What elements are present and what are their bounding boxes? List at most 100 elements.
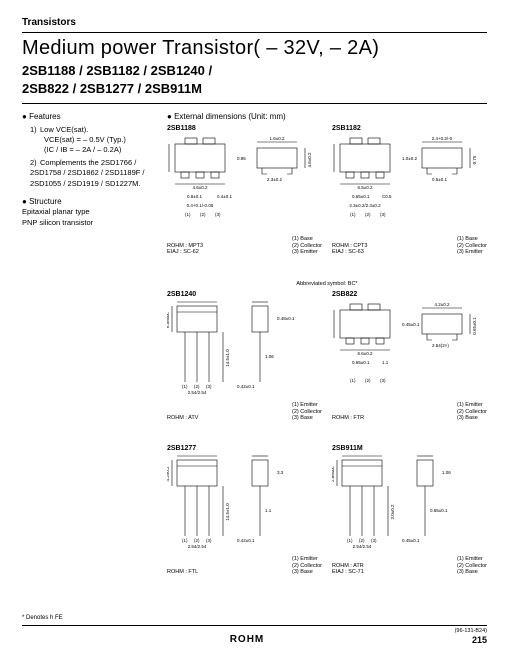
svg-text:(3): (3)	[380, 378, 386, 383]
svg-text:6.5Max.: 6.5Max.	[167, 312, 170, 328]
svg-text:0.65±0.1: 0.65±0.1	[352, 194, 370, 199]
package-drawing: 6.5±0.2 3.6±0.2 2.4+0.2/-0 0.75 0.65±0.1…	[332, 134, 487, 234]
package-meta: ROHM : CPT3EIAJ : SC-63 (1) Base(2) Colle…	[332, 236, 487, 256]
package-codes: ROHM : FTR	[332, 415, 364, 422]
package-drawing: 5.0Max. 6.5Max. 2.54 14.5±1.0 0.48±0.1 1…	[167, 300, 322, 400]
parts-line2: 2SB822 / 2SB1277 / 2SB911M	[22, 81, 202, 96]
pin-list: (1) Emitter(2) Collector(3) Base	[457, 556, 487, 576]
svg-text:(2): (2)	[365, 212, 371, 217]
svg-text:0.48±0.1: 0.48±0.1	[277, 316, 295, 321]
package-codes: ROHM : ATV	[167, 415, 198, 422]
package-name: 2SB1188	[167, 125, 322, 132]
part-numbers: 2SB1188 / 2SB1182 / 2SB1240 / 2SB822 / 2…	[22, 62, 487, 97]
svg-text:2.54(2×): 2.54(2×)	[432, 343, 449, 348]
package-meta: ROHM : MPT3EIAJ : SC-62(1) Base(2) Colle…	[167, 236, 322, 256]
package-name: 2SB911M	[332, 445, 487, 452]
svg-text:0.65±0.1: 0.65±0.1	[352, 360, 370, 365]
svg-text:(2): (2)	[194, 538, 200, 543]
pin-list: (1) Emitter(2) Collector(3) Base	[457, 402, 487, 422]
svg-text:0.65±0.1: 0.65±0.1	[472, 317, 477, 335]
svg-text:3.6±0.2: 3.6±0.2	[332, 152, 333, 167]
svg-text:(3): (3)	[371, 538, 377, 543]
structure-heading: Structure	[22, 197, 157, 208]
svg-text:6.6±0.2: 6.6±0.2	[358, 351, 373, 356]
svg-text:1.06: 1.06	[265, 354, 274, 359]
svg-text:(2): (2)	[365, 378, 371, 383]
svg-text:(3): (3)	[206, 384, 212, 389]
package-codes: ROHM : CPT3EIAJ : SC-63	[332, 243, 367, 256]
svg-text:0.42±0.1: 0.42±0.1	[237, 384, 255, 389]
page-title: Medium power Transistor( – 32V, – 2A)	[22, 37, 487, 60]
package-meta: ROHM : ATV(1) Emitter(2) Collector(3) Ba…	[167, 402, 322, 422]
svg-text:2.54/2.54: 2.54/2.54	[188, 390, 207, 395]
svg-text:(1): (1)	[350, 212, 356, 217]
feature2-text: Complements the 2SD1766 / 2SD1758 / 2SD1…	[30, 158, 145, 187]
package-meta: ROHM : FTL (1) Emitter(2) Collector(3) Ba…	[167, 556, 322, 576]
svg-text:0.45±0.1: 0.45±0.1	[402, 322, 420, 327]
svg-text:(3): (3)	[215, 212, 221, 217]
package-meta: ROHM : FTR (1) Emitter(2) Collector(3) Ba…	[332, 402, 487, 422]
svg-text:0.65±0.1: 0.65±0.1	[430, 508, 448, 513]
package-name: 2SB1240	[167, 291, 322, 298]
pin-list: (1) Emitter(2) Collector(3) Base	[292, 556, 322, 576]
abbrev-symbol: Abbreviated symbol: BC*	[167, 281, 487, 287]
svg-text:14.5±1.0: 14.5±1.0	[225, 503, 230, 521]
svg-text:2.54/2.54: 2.54/2.54	[353, 544, 372, 549]
svg-text:(3): (3)	[380, 212, 386, 217]
svg-text:(1): (1)	[347, 538, 353, 543]
pin-list: (1) Base(2) Collector(3) Emitter	[457, 236, 487, 256]
svg-text:0.95: 0.95	[237, 156, 246, 161]
logo: ROHM	[230, 634, 265, 645]
feature1-text: Low VCE(sat).	[40, 125, 88, 134]
page-number: 215	[472, 635, 487, 645]
svg-text:1.1: 1.1	[265, 508, 272, 513]
structure-line1: Epitaxial planar type	[22, 207, 157, 217]
features-heading: Features	[22, 112, 157, 123]
package-cell: 2SB1182 6.5±0.2 3.6±0.2 2.4+0.2/-0 0.75 …	[332, 125, 487, 275]
svg-text:(2): (2)	[194, 384, 200, 389]
package-cell: 2SB911M 5.0Max. 2.8Max. 14.5±1.0 3.0±0.2…	[332, 445, 487, 595]
svg-text:1.0±0.2: 1.0±0.2	[402, 156, 417, 161]
svg-text:(3): (3)	[206, 538, 212, 543]
header-category: Transistors	[22, 17, 76, 28]
svg-text:1.06: 1.06	[442, 470, 451, 475]
svg-text:6.5±0.2: 6.5±0.2	[358, 185, 373, 190]
extdim-heading: External dimensions (Unit: mm)	[167, 112, 487, 121]
package-cell: 2SB822 6.6±0.2 2.4±0.2 4.2±0.2 0.65±0.1 …	[332, 291, 487, 441]
package-drawing: 6.5Max. 4.2±0.2 2.4Max. 14.5±1.0 3.3 1.1…	[167, 454, 322, 554]
package-drawing: 5.0Max. 2.8Max. 14.5±1.0 3.0±0.2 1.06 0.…	[332, 454, 487, 554]
package-codes: ROHM : FTL	[167, 569, 198, 576]
svg-text:2.3±0.2/2.3±0.2: 2.3±0.2/2.3±0.2	[349, 203, 381, 208]
svg-text:(1): (1)	[182, 538, 188, 543]
svg-text:4.2±0.2: 4.2±0.2	[167, 466, 170, 481]
svg-text:3.3: 3.3	[277, 470, 284, 475]
svg-text:3.0±0.2: 3.0±0.2	[390, 504, 395, 519]
svg-text:2.5±0.2: 2.5±0.2	[167, 152, 168, 167]
package-name: 2SB822	[332, 291, 487, 298]
package-cell: 2SB1188 4.6±0.2 2.5±0.2 1.6±0.2 4.6±0.2 …	[167, 125, 322, 275]
package-name: 2SB1277	[167, 445, 322, 452]
svg-text:2.4±0.2: 2.4±0.2	[332, 318, 333, 333]
package-cell: 2SB1277 6.5Max. 4.2±0.2 2.4Max. 14.5±1.0…	[167, 445, 322, 595]
feature1-num: 1)	[30, 125, 40, 135]
svg-text:1.1: 1.1	[382, 360, 389, 365]
svg-text:2.4+0.2/-0: 2.4+0.2/-0	[432, 136, 453, 141]
structure-line2: PNP silicon transistor	[22, 218, 157, 228]
svg-text:C0.5: C0.5	[382, 194, 392, 199]
svg-text:0.5±0.1: 0.5±0.1	[432, 177, 447, 182]
svg-text:0.8±0.1: 0.8±0.1	[187, 194, 202, 199]
svg-text:0.42±0.1: 0.42±0.1	[237, 538, 255, 543]
footnote-halogen: * Denotes h FE	[22, 615, 487, 621]
svg-text:0.4±0.1: 0.4±0.1	[217, 194, 232, 199]
svg-text:2.3±0.2: 2.3±0.2	[267, 177, 282, 182]
parts-line1: 2SB1188 / 2SB1182 / 2SB1240 /	[22, 63, 212, 78]
package-drawing: 4.6±0.2 2.5±0.2 1.6±0.2 4.6±0.2 0.8±0.1 …	[167, 134, 322, 234]
svg-text:4.2±0.2: 4.2±0.2	[435, 302, 450, 307]
svg-text:0.75: 0.75	[472, 155, 477, 164]
feature1-spec2: (IC / IB = – 2A / – 0.2A)	[44, 145, 157, 155]
feature2-num: 2)	[30, 158, 40, 168]
svg-text:(1): (1)	[182, 384, 188, 389]
svg-text:(1): (1)	[185, 212, 191, 217]
svg-text:(2): (2)	[200, 212, 206, 217]
svg-text:1.6±0.2: 1.6±0.2	[270, 136, 285, 141]
